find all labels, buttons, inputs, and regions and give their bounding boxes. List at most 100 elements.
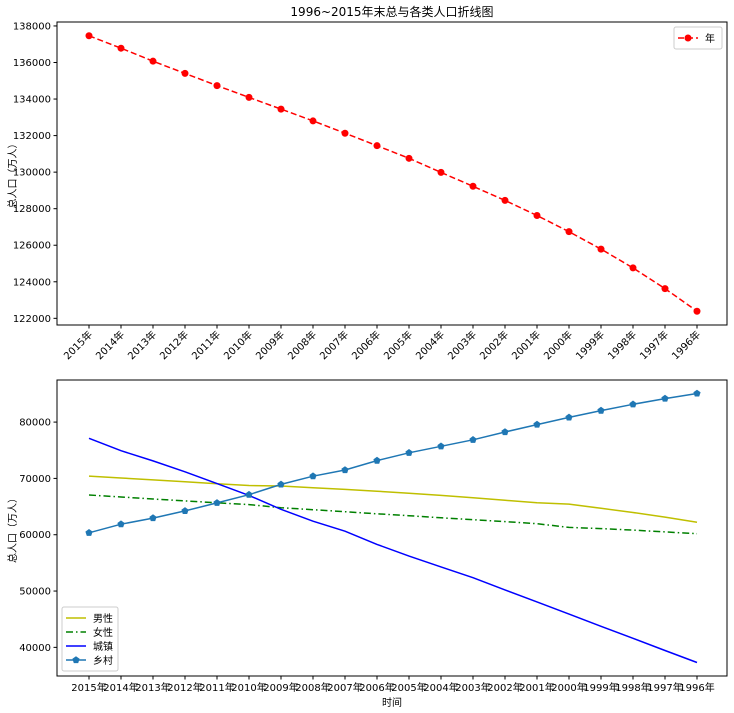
- y-axis-label: 总人口（万人）: [6, 493, 19, 563]
- y-tick-label: 126000: [13, 241, 51, 252]
- data-point: [341, 129, 349, 137]
- x-tick-label: 1997年: [637, 328, 671, 362]
- x-tick-label: 2004年: [423, 681, 458, 694]
- y-tick-label: 138000: [13, 21, 51, 32]
- x-tick-label: 1996年: [669, 328, 703, 362]
- y-tick-label: 128000: [13, 204, 51, 215]
- y-tick-label: 70000: [19, 474, 51, 485]
- y-axis-label: 总人口（万人）: [6, 139, 19, 209]
- x-tick-label: 2002年: [477, 328, 511, 362]
- series-0: [85, 32, 701, 315]
- x-tick-label: 2009年: [263, 681, 298, 694]
- chart-title: 1996~2015年末总与各类人口折线图: [290, 4, 493, 19]
- x-tick-label: 2006年: [349, 328, 383, 362]
- y-tick-label: 80000: [19, 418, 51, 429]
- data-point: [565, 413, 573, 421]
- x-tick-label: 2002年: [487, 681, 522, 694]
- x-tick-label: 2013年: [125, 328, 159, 362]
- data-point: [245, 490, 253, 498]
- x-tick-label: 2003年: [455, 681, 490, 694]
- x-tick-label: 2011年: [199, 681, 234, 694]
- data-point: [533, 212, 541, 220]
- data-point: [437, 168, 445, 176]
- x-tick-label: 1999年: [573, 328, 607, 362]
- data-point: [405, 154, 413, 162]
- data-point: [693, 389, 701, 397]
- data-point: [565, 228, 573, 236]
- data-point: [405, 449, 413, 456]
- x-tick-label: 2001年: [509, 328, 543, 362]
- series-line: [88, 437, 698, 664]
- y-tick-label: 60000: [19, 530, 51, 541]
- x-tick-label: 1999年: [583, 681, 618, 694]
- legend-label: 年: [705, 32, 715, 45]
- x-tick-label: 2006年: [359, 681, 394, 694]
- x-tick-label: 2003年: [445, 328, 479, 362]
- x-tick-label: 2007年: [327, 681, 362, 694]
- y-tick-label: 134000: [13, 95, 51, 106]
- x-tick-label: 2014年: [103, 681, 138, 694]
- chart-1: 40000 50000 60000 70000 80000 2015年2014年2013年…: [6, 379, 728, 709]
- y-tick-label: 40000: [19, 643, 51, 654]
- plot-area: [56, 21, 728, 326]
- legend-marker: [684, 34, 692, 42]
- data-point: [341, 466, 349, 474]
- x-tick-label: 2014年: [93, 328, 127, 362]
- x-tick-label: 2009年: [253, 328, 287, 362]
- data-point: [149, 514, 157, 522]
- legend-label: 女性: [93, 626, 113, 639]
- data-point: [469, 436, 477, 443]
- series-line: [88, 392, 698, 534]
- series-line: [88, 35, 698, 312]
- data-point: [373, 142, 381, 150]
- series-3: [85, 389, 701, 536]
- series-line: [88, 494, 698, 535]
- y-tick-label: 130000: [13, 168, 51, 179]
- data-point: [277, 105, 285, 113]
- data-point: [597, 406, 605, 414]
- series-0: [88, 475, 698, 524]
- legend: 年: [673, 26, 723, 50]
- x-tick-label: 2000年: [551, 681, 586, 694]
- x-tick-label: 2012年: [167, 681, 202, 694]
- data-point: [309, 472, 317, 480]
- plot-area: [56, 379, 728, 677]
- x-tick-label: 2012年: [157, 328, 191, 362]
- data-point: [149, 57, 157, 65]
- data-point: [629, 400, 637, 408]
- x-tick-label: 2007年: [317, 328, 351, 362]
- y-tick-label: 136000: [13, 58, 51, 69]
- data-point: [629, 264, 637, 272]
- x-tick-label: 2013年: [135, 681, 170, 694]
- legend-label: 城镇: [93, 640, 113, 653]
- data-point: [533, 420, 541, 428]
- series-2: [88, 437, 698, 664]
- series-line: [88, 475, 698, 524]
- legend-box: [61, 606, 119, 672]
- x-tick-label: 2000年: [541, 328, 575, 362]
- legend-label: 乡村: [93, 654, 113, 667]
- x-tick-label: 2008年: [285, 328, 319, 362]
- data-point: [693, 307, 701, 315]
- y-tick-label: 124000: [13, 277, 51, 288]
- data-point: [661, 285, 669, 293]
- data-point: [117, 44, 125, 52]
- x-tick-label: 2005年: [391, 681, 426, 694]
- x-tick-label: 2010年: [231, 681, 266, 694]
- data-point: [501, 196, 509, 204]
- data-point: [213, 82, 221, 90]
- x-tick-label: 1998年: [615, 681, 650, 694]
- data-point: [213, 499, 221, 506]
- x-axis-label: 时间: [382, 696, 402, 709]
- series-1: [88, 494, 698, 535]
- x-tick-label: 2010年: [221, 328, 255, 362]
- data-point: [469, 182, 477, 190]
- x-tick-label: 2015年: [61, 328, 95, 362]
- data-point: [181, 69, 189, 77]
- x-tick-label: 1996年: [679, 681, 714, 694]
- y-tick-label: 50000: [19, 587, 51, 598]
- legend-label: 男性: [93, 612, 113, 625]
- data-point: [181, 507, 189, 514]
